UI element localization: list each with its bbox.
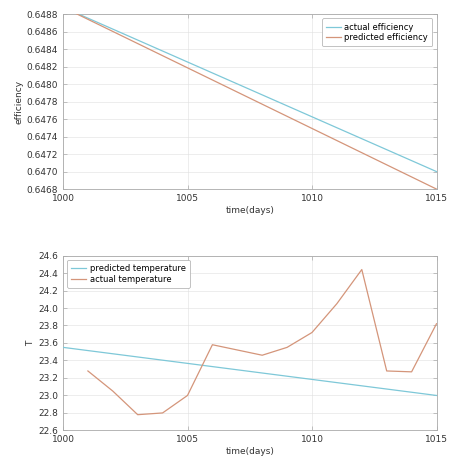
actual temperature <box>185 393 190 398</box>
actual temperature <box>359 267 364 272</box>
actual temperature <box>234 347 240 353</box>
Y-axis label: efficiency: efficiency <box>15 79 24 124</box>
actual temperature <box>334 301 340 307</box>
actual temperature <box>160 410 165 416</box>
actual temperature <box>434 321 439 326</box>
actual temperature <box>260 352 265 358</box>
Legend: actual efficiency, predicted efficiency: actual efficiency, predicted efficiency <box>322 18 432 46</box>
X-axis label: time(days): time(days) <box>225 447 274 456</box>
actual temperature <box>110 388 116 394</box>
Line: actual temperature: actual temperature <box>88 270 436 415</box>
actual temperature <box>85 368 90 374</box>
actual temperature <box>135 412 140 418</box>
Y-axis label: T: T <box>27 340 36 346</box>
actual temperature <box>309 330 315 335</box>
actual temperature <box>384 368 389 374</box>
Legend: predicted temperature, actual temperature: predicted temperature, actual temperatur… <box>67 260 190 288</box>
X-axis label: time(days): time(days) <box>225 206 274 215</box>
actual temperature <box>210 342 215 348</box>
actual temperature <box>409 369 414 375</box>
actual temperature <box>284 344 290 350</box>
